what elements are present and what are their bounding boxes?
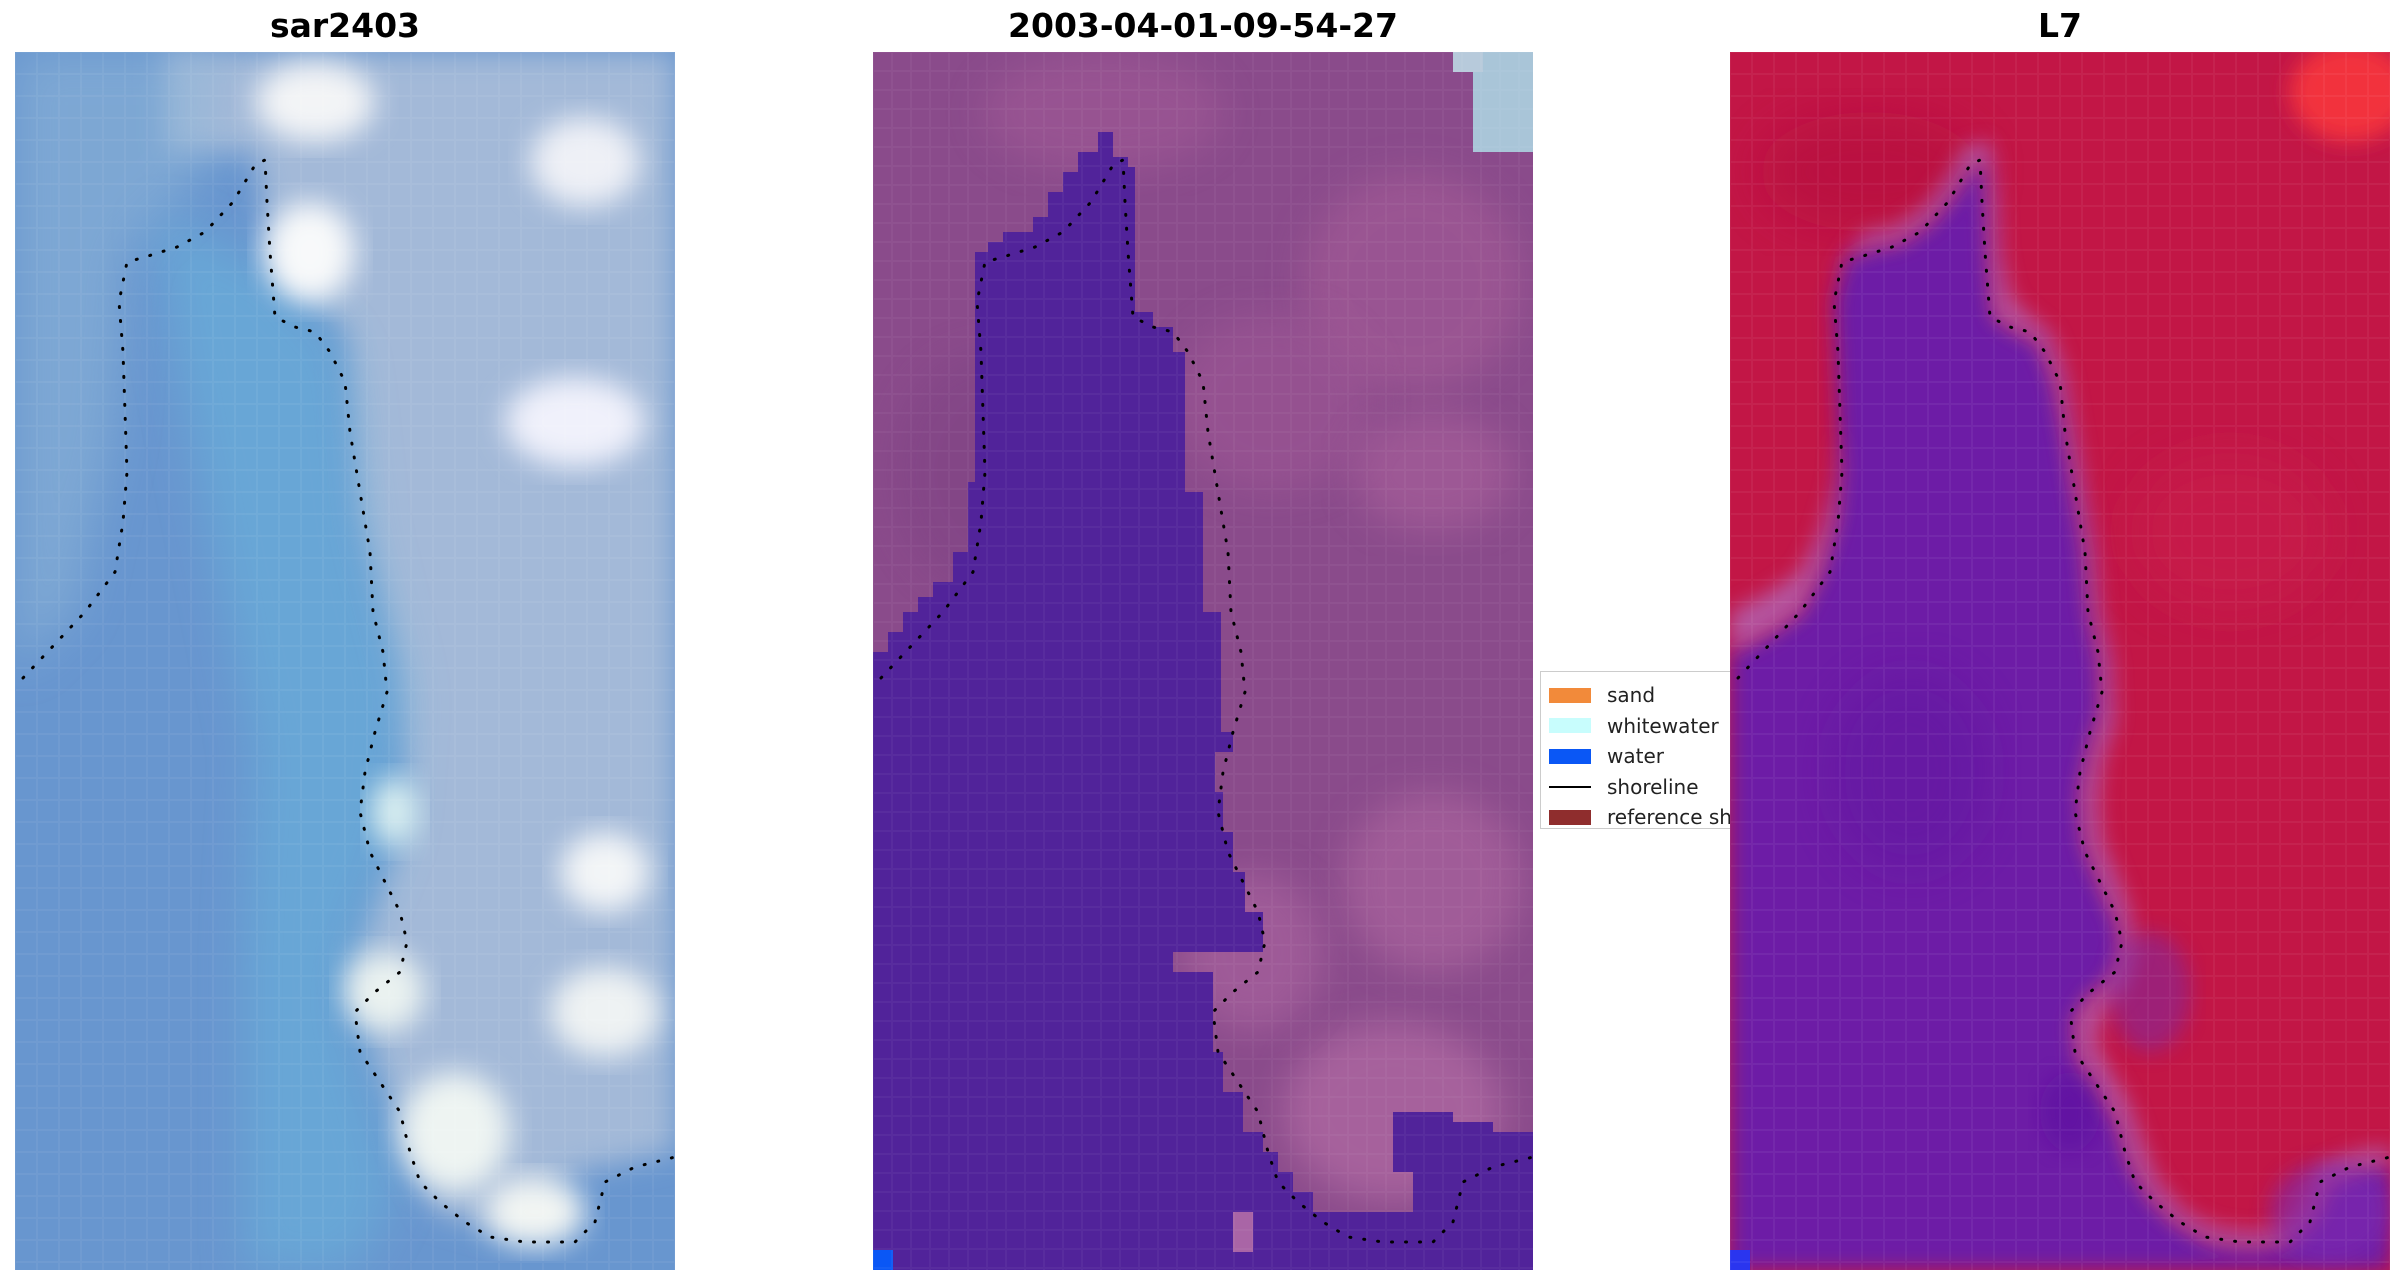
index-image-panel: [1730, 52, 2390, 1270]
legend-swatch-water: [1549, 748, 1591, 764]
legend-label: water: [1607, 744, 1664, 769]
legend-label: whitewater: [1607, 713, 1719, 738]
rgb-image-panel: [15, 52, 675, 1270]
legend-item-sand: sand: [1541, 680, 1730, 711]
index-image: [1730, 52, 2390, 1270]
legend-item-whitewater: whitewater: [1541, 711, 1730, 742]
panel-title-index: L7: [2038, 6, 2082, 45]
legend-swatch-sand: [1549, 687, 1591, 703]
rgb-image: [15, 52, 675, 1270]
legend-swatch-reference-shoreline: [1549, 809, 1591, 825]
legend-item-water: water: [1541, 741, 1730, 772]
classified-image: [873, 52, 1533, 1270]
legend-label: reference shoreline: [1607, 805, 1730, 829]
panel-title-rgb: sar2403: [269, 6, 421, 45]
legend-line-shoreline: [1549, 785, 1591, 788]
legend-label: sand: [1607, 683, 1656, 708]
legend-swatch-whitewater: [1549, 718, 1591, 734]
panel-title-classified: 2003-04-01-09-54-27: [1008, 6, 1398, 45]
legend: sand whitewater water shoreline referenc…: [1540, 671, 1730, 829]
legend-item-shoreline: shoreline: [1541, 772, 1730, 803]
legend-label: shoreline: [1607, 774, 1699, 799]
legend-item-reference-shoreline: reference shoreline: [1541, 802, 1730, 829]
classified-image-panel: [873, 52, 1533, 1270]
